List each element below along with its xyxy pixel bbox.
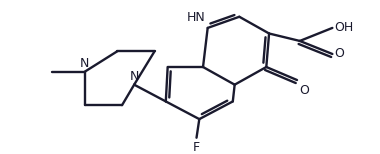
Text: O: O [299, 84, 309, 97]
Text: O: O [334, 47, 344, 61]
Text: N: N [80, 57, 90, 70]
Text: N: N [130, 70, 139, 83]
Text: F: F [193, 140, 200, 154]
Text: HN: HN [187, 11, 206, 24]
Text: OH: OH [334, 21, 353, 34]
